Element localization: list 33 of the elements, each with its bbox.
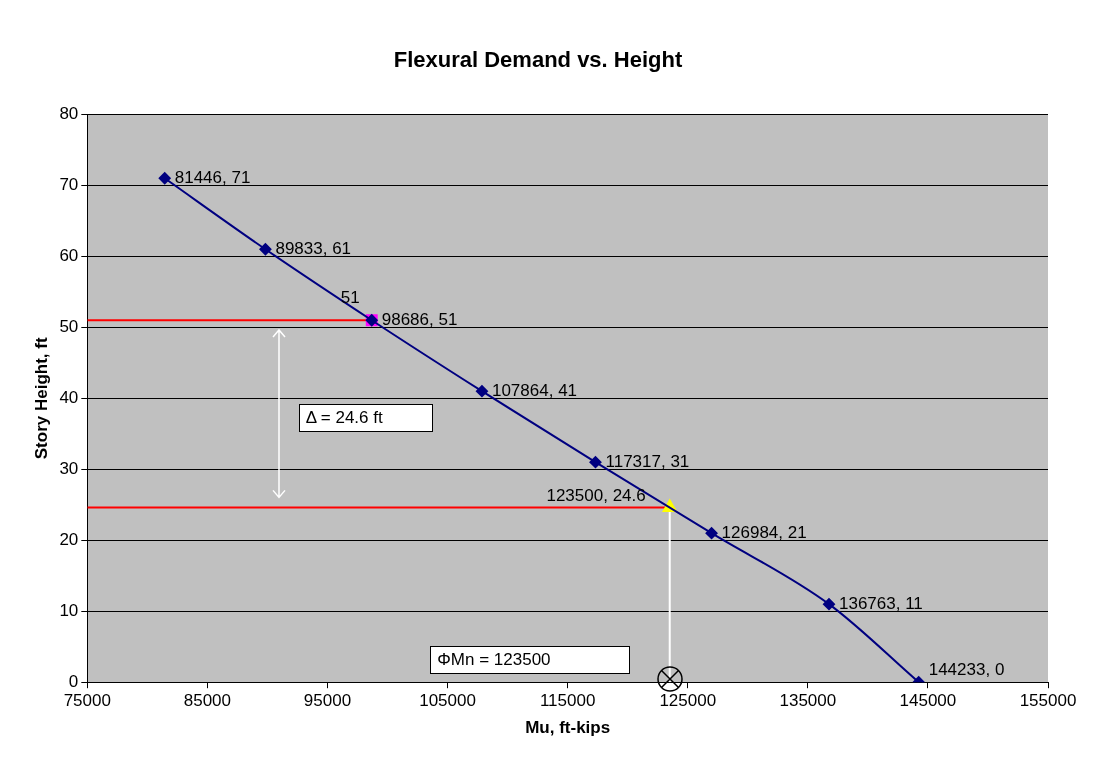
x-axis-title: Mu, ft-kips (525, 718, 611, 738)
x-tick-label: 135000 (779, 691, 837, 711)
y-tick-label: 80 (59, 104, 79, 124)
y-tick-label: 40 (59, 387, 79, 407)
data-label: 144233, 0 (928, 659, 1005, 679)
data-label: 98686, 51 (381, 309, 458, 329)
data-label: 89833, 61 (275, 238, 352, 258)
data-label: 117317, 31 (605, 451, 690, 471)
data-label: 107864, 41 (491, 380, 578, 400)
y-tick-label: 30 (59, 458, 79, 478)
y-tick-label: 20 (59, 529, 79, 549)
x-tick-label: 95000 (303, 691, 352, 711)
x-tick-label: 125000 (659, 691, 717, 711)
y-tick-label: 60 (59, 246, 79, 266)
data-label: 126984, 21 (721, 522, 807, 542)
data-label: 136763, 11 (839, 593, 923, 613)
y-tick-label: 50 (59, 317, 79, 337)
x-tick-label: 155000 (1019, 691, 1077, 711)
data-label: 81446, 71 (174, 167, 251, 187)
x-tick-label: 75000 (63, 691, 111, 711)
chart-title: Flexural Demand vs. Height (393, 47, 683, 73)
y-tick-label: 70 (59, 175, 79, 195)
text-box: Δ = 24.6 ft (298, 403, 433, 432)
x-tick-label: 85000 (183, 691, 232, 711)
text-box: ΦMn = 123500 (430, 645, 631, 674)
data-label: 123500, 24.6 (546, 486, 646, 506)
x-tick-label: 115000 (539, 691, 596, 711)
y-axis-title: Story Height, ft (31, 337, 51, 460)
data-label: 51 (340, 287, 360, 307)
y-tick-label: 0 (68, 671, 79, 691)
x-tick-label: 145000 (899, 691, 957, 711)
y-tick-label: 10 (59, 600, 79, 620)
x-tick-label: 105000 (419, 691, 476, 711)
